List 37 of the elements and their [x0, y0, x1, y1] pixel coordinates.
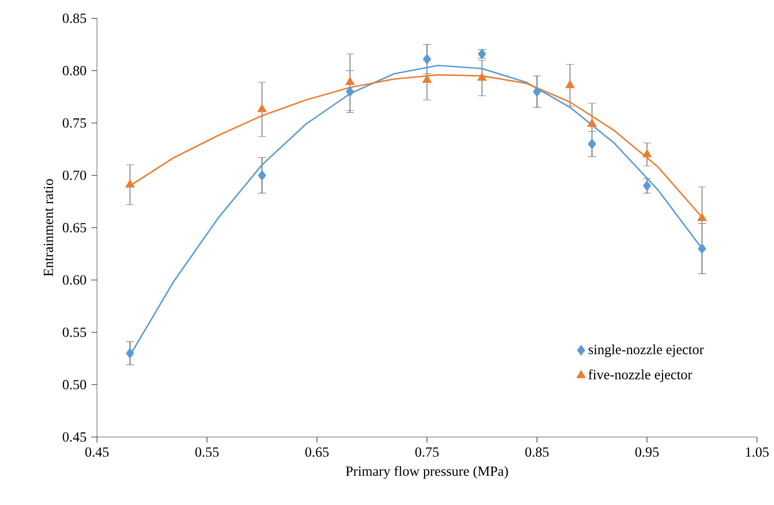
point — [257, 104, 267, 112]
point — [642, 149, 652, 158]
point — [532, 86, 542, 97]
y-axis-title: Entrainment ratio — [44, 179, 54, 276]
point — [642, 180, 652, 192]
y-tick-label: 0.50 — [62, 380, 86, 390]
x-tick-label: 1.05 — [746, 447, 769, 457]
point — [698, 243, 706, 254]
x-tick-label: 0.65 — [305, 447, 329, 457]
point — [345, 76, 355, 85]
x-tick-label: 0.55 — [195, 447, 219, 457]
y-tick-label: 0.80 — [62, 66, 86, 76]
point — [565, 80, 575, 88]
point — [422, 74, 432, 83]
y-tick-label: 0.65 — [62, 222, 86, 232]
point — [587, 118, 597, 127]
y-tick-label: 0.60 — [62, 275, 86, 285]
x-tick-label: 0.45 — [85, 447, 109, 457]
point — [697, 212, 707, 222]
legend-label: single-nozzle ejector — [588, 344, 704, 358]
point — [422, 54, 432, 64]
y-tick-label: 0.45 — [62, 432, 86, 442]
point — [588, 138, 596, 150]
point — [258, 170, 266, 181]
x-tick-label: 0.75 — [415, 447, 439, 457]
point — [477, 72, 487, 81]
x-tick-label: 0.95 — [635, 447, 659, 457]
y-tick-label: 0.75 — [62, 118, 86, 128]
point — [126, 348, 134, 359]
point — [125, 179, 135, 188]
x-axis-title: Primary flow pressure (MPa) — [346, 466, 508, 479]
y-tick-label: 0.85 — [62, 14, 86, 24]
x-tick-label: 0.85 — [525, 447, 549, 457]
point — [346, 86, 354, 97]
y-tick-label: 0.55 — [62, 328, 86, 338]
legend-label: five-nozzle ejector — [588, 369, 692, 382]
y-tick-label: 0.70 — [62, 170, 86, 180]
